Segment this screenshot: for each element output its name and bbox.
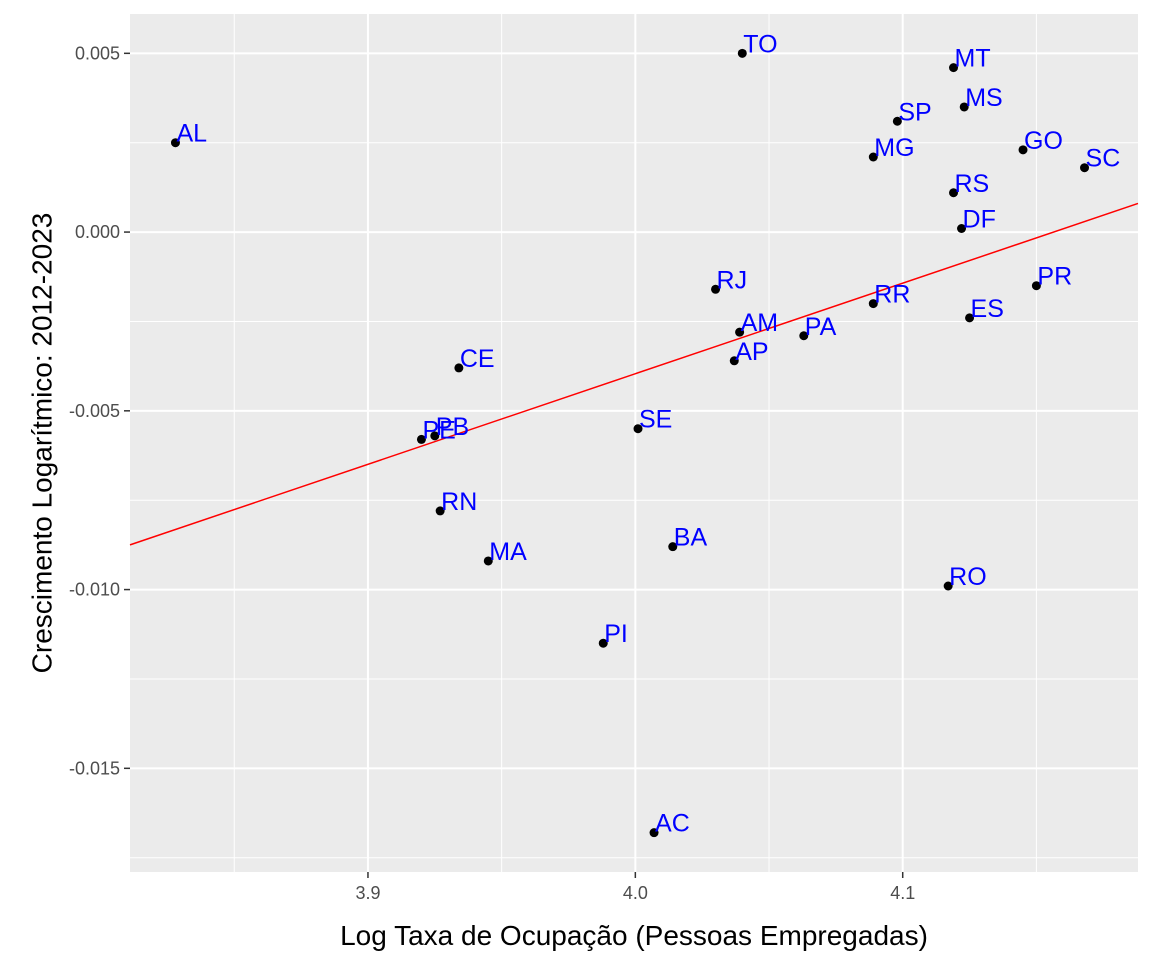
point-label-se: SE: [639, 406, 672, 434]
point-label-rn: RN: [441, 488, 477, 516]
point-label-pe: PE: [422, 416, 455, 444]
data-point-sc: [1080, 163, 1090, 173]
data-point-mg: [868, 152, 878, 162]
point-label-pi: PI: [604, 620, 628, 648]
data-point-sp: [892, 116, 902, 126]
y-tick-label: -0.015: [69, 758, 120, 778]
point-label-am: AM: [741, 309, 779, 337]
data-point-al: [170, 138, 180, 148]
data-point-ms: [959, 102, 969, 112]
points-group: [170, 48, 1090, 838]
data-point-am: [735, 327, 745, 337]
point-label-ms: MS: [965, 84, 1003, 112]
x-tick-label: 3.9: [355, 883, 380, 903]
data-point-go: [1018, 145, 1028, 155]
data-point-pa: [799, 331, 809, 341]
point-label-mt: MT: [955, 45, 991, 73]
x-axis: 3.9 4.0 4.1: [355, 872, 915, 903]
point-label-sc: SC: [1086, 145, 1121, 173]
data-point-pb: [430, 431, 440, 441]
data-point-pr: [1031, 281, 1041, 291]
point-label-al: AL: [176, 120, 207, 148]
y-tick-label: -0.005: [69, 401, 120, 421]
data-point-pi: [598, 638, 608, 648]
point-label-sp: SP: [898, 98, 931, 126]
data-point-ba: [668, 542, 678, 552]
data-point-ac: [649, 828, 659, 838]
trend-line-group: [129, 202, 1139, 546]
point-label-ap: AP: [735, 338, 768, 366]
data-point-se: [633, 424, 643, 434]
x-tick-label: 4.0: [623, 883, 648, 903]
data-point-to: [737, 48, 747, 58]
point-label-ac: AC: [655, 810, 690, 838]
point-label-rs: RS: [955, 170, 990, 198]
y-axis-title: Crescimento Logarítmico: 2012-2023: [26, 213, 57, 674]
data-point-ap: [729, 356, 739, 366]
grid-minor: [130, 14, 1138, 872]
point-label-ro: RO: [949, 563, 987, 591]
y-tick-label: 0.005: [75, 43, 120, 63]
data-point-rj: [711, 284, 721, 294]
plot-panel: [130, 14, 1138, 872]
x-axis-title: Log Taxa de Ocupação (Pessoas Empregadas…: [340, 920, 928, 951]
data-point-ro: [943, 581, 953, 591]
point-label-go: GO: [1024, 127, 1063, 155]
point-label-ba: BA: [674, 524, 708, 552]
grid-major: [130, 14, 1138, 872]
point-label-pa: PA: [805, 313, 837, 341]
data-point-rs: [949, 188, 959, 198]
data-point-pe: [416, 434, 426, 444]
y-axis: 0.005 0.000 -0.005 -0.010 -0.015: [69, 43, 130, 778]
y-tick-label: -0.010: [69, 580, 120, 600]
point-label-pr: PR: [1037, 263, 1072, 291]
point-label-to: TO: [743, 30, 777, 58]
y-tick-label: 0.000: [75, 222, 120, 242]
data-point-ma: [483, 556, 493, 566]
point-label-df: DF: [963, 206, 996, 234]
point-label-mg: MG: [874, 134, 914, 162]
data-point-es: [965, 313, 975, 323]
x-tick-label: 4.1: [890, 883, 915, 903]
data-point-mt: [949, 63, 959, 73]
data-point-rr: [868, 299, 878, 309]
data-point-ce: [454, 363, 464, 373]
data-point-df: [957, 224, 967, 233]
data-point-rn: [435, 506, 445, 516]
point-label-ma: MA: [489, 538, 527, 566]
point-label-rr: RR: [874, 281, 910, 309]
point-label-ce: CE: [460, 345, 495, 373]
point-label-pb: PB: [436, 413, 469, 441]
point-label-rj: RJ: [717, 266, 748, 294]
point-label-es: ES: [971, 295, 1004, 323]
trend-line: [129, 202, 1139, 546]
